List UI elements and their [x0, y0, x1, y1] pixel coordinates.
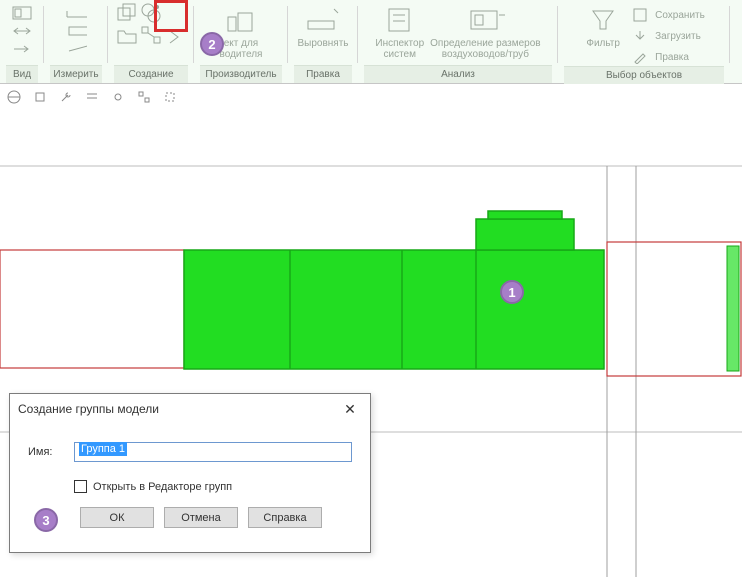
ribbon-group-label: Выбор объектов	[564, 66, 724, 84]
ribbon-group-label: Производитель	[200, 65, 282, 83]
arrows-h-icon[interactable]	[11, 22, 33, 40]
checkbox-label: Открыть в Редакторе групп	[93, 481, 232, 493]
qat-select-icon[interactable]	[160, 88, 180, 106]
qat-wrench-icon[interactable]	[56, 88, 76, 106]
ribbon-group-label: Измерить	[50, 65, 102, 83]
edit-button[interactable]: Правка	[629, 48, 705, 66]
ribbon-group-label: Вид	[6, 65, 38, 83]
dialog-title: Создание группы модели	[18, 402, 159, 416]
name-label: Имя:	[28, 446, 62, 458]
ribbon-group-create: Создание	[108, 0, 194, 83]
filter-label: Фильтр	[586, 38, 620, 49]
link-icon[interactable]	[140, 26, 162, 44]
load-button[interactable]: Загрузить	[629, 27, 705, 45]
quick-access-toolbar	[0, 84, 742, 110]
filter-icon[interactable]	[583, 4, 623, 36]
ribbon-group-edit: Выровнять Правка	[288, 0, 358, 83]
close-button[interactable]: ✕	[338, 397, 362, 421]
ribbon-group-label: Анализ	[364, 65, 552, 83]
edit-icon	[629, 48, 651, 66]
qat-globe-icon[interactable]	[4, 88, 24, 106]
ribbon-group-manufacturer: ект для водителя Производитель	[194, 0, 288, 83]
save-icon	[629, 6, 651, 24]
load-icon	[629, 27, 651, 45]
ribbon: Вид Измерить	[0, 0, 742, 84]
sizes-label: Определение размеров воздуховодов/труб	[430, 38, 540, 60]
create-group-dialog: Создание группы модели ✕ Имя: Группа 1 О…	[9, 393, 371, 553]
help-button[interactable]: Справка	[248, 507, 322, 528]
ribbon-group-label: Правка	[294, 65, 352, 83]
dim3-icon[interactable]	[65, 40, 87, 58]
qat-lines-icon[interactable]	[82, 88, 102, 106]
manufacturer-label: ект для водителя	[220, 38, 263, 60]
group-icon[interactable]	[140, 4, 162, 22]
inspector-label: Инспектор систем	[375, 38, 424, 60]
ok-button[interactable]: ОК	[80, 507, 154, 528]
qat-hand-icon[interactable]	[30, 88, 50, 106]
qat-tree-icon[interactable]	[134, 88, 154, 106]
ribbon-group-select: Фильтр Сохранить Загрузить Правка Выбор …	[558, 0, 730, 83]
align-label: Выровнять	[297, 38, 348, 49]
copy-icon[interactable]	[116, 4, 138, 22]
dim-icon[interactable]	[65, 4, 87, 22]
arrow-icon[interactable]	[164, 26, 186, 44]
cancel-button[interactable]: Отмена	[164, 507, 238, 528]
ribbon-group-analyze: Инспектор систем Определение размеров во…	[358, 0, 558, 83]
name-input[interactable]: Группа 1	[74, 442, 352, 462]
ribbon-group-measure: Измерить	[44, 0, 108, 83]
qat-plug-icon[interactable]	[108, 88, 128, 106]
ribbon-group-view: Вид	[0, 0, 44, 83]
arrow-right-icon[interactable]	[11, 40, 33, 58]
dim2-icon[interactable]	[65, 22, 87, 40]
manufacturer-icon[interactable]	[221, 4, 261, 36]
sizes-icon[interactable]	[465, 4, 505, 36]
folder-icon[interactable]	[116, 26, 138, 44]
align-icon[interactable]	[303, 4, 343, 36]
ribbon-group-label: Создание	[114, 65, 188, 83]
inspector-icon[interactable]	[380, 4, 420, 36]
view-icon[interactable]	[11, 4, 33, 22]
save-button[interactable]: Сохранить	[629, 6, 705, 24]
open-in-editor-checkbox[interactable]	[74, 480, 87, 493]
